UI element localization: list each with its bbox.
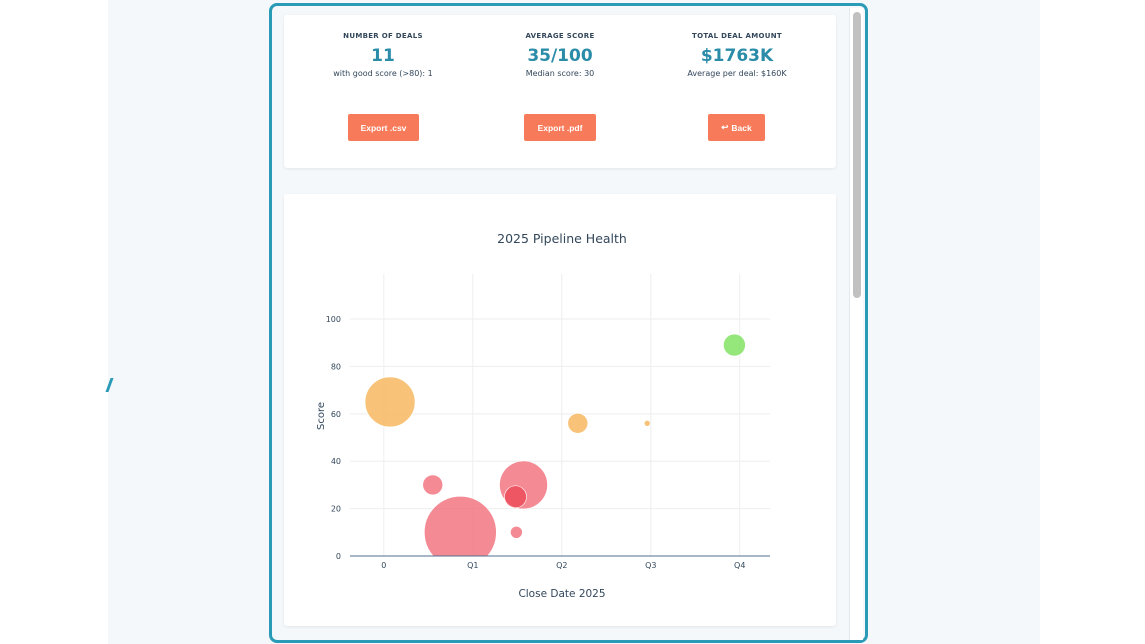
kpi-value: $1763K	[700, 46, 774, 66]
deal-bubble	[643, 419, 651, 427]
kpi-sub: Median score: 30	[525, 69, 595, 78]
y-tick-label: 0	[336, 552, 341, 561]
x-tick-label: 0	[381, 561, 386, 570]
chart-card: 2025 Pipeline Health 0 20 40 60 80 100 0 Q1 Q2 Q3…	[284, 194, 836, 626]
export-pdf-button[interactable]: Export .pdf	[524, 114, 596, 141]
kpi-card: NUMBER OF DEALS 11 with good score (>80)…	[284, 15, 836, 168]
deal-bubble	[364, 376, 416, 428]
y-tick-label: 60	[331, 410, 341, 419]
x-tick-label: Q4	[734, 561, 745, 570]
kpi-label: TOTAL DEAL AMOUNT	[692, 32, 782, 40]
deal-bubble	[422, 474, 444, 496]
kpi-total-deal-amount: TOTAL DEAL AMOUNT $1763K Average per dea…	[645, 15, 829, 78]
scrollbar-thumb[interactable]	[853, 12, 861, 298]
y-tick-label: 40	[331, 457, 341, 466]
bubble-group	[364, 333, 746, 556]
export-csv-button[interactable]: Export .csv	[348, 114, 419, 141]
deal-bubble	[723, 333, 746, 357]
x-tick-label: Q2	[556, 561, 567, 570]
scrollbar[interactable]	[849, 8, 863, 640]
return-arrow-icon: ↩	[721, 122, 729, 132]
x-tick-label: Q1	[467, 561, 478, 570]
chart-title: 2025 Pipeline Health	[497, 231, 627, 246]
back-label: Back	[731, 122, 752, 133]
bubble-chart: 2025 Pipeline Health 0 20 40 60 80 100 0 Q1 Q2 Q3…	[316, 231, 770, 600]
back-button[interactable]: ↩ Back	[708, 114, 765, 141]
kpi-value: 35/100	[527, 46, 593, 66]
kpi-sub: with good score (>80): 1	[333, 69, 433, 78]
kpi-label: NUMBER OF DEALS	[343, 32, 423, 40]
kpi-number-of-deals: NUMBER OF DEALS 11 with good score (>80)…	[291, 15, 475, 78]
y-axis-label: Score	[316, 402, 327, 430]
kpi-average-score: AVERAGE SCORE 35/100 Median score: 30	[468, 15, 652, 78]
kpi-sub: Average per deal: $160K	[687, 69, 787, 78]
kpi-value: 11	[371, 46, 395, 66]
x-tick-label: Q3	[645, 561, 656, 570]
deal-bubble	[504, 485, 527, 509]
y-tick-label: 100	[326, 315, 341, 324]
kpi-label: AVERAGE SCORE	[525, 32, 595, 40]
deal-bubble	[424, 496, 497, 556]
deal-bubble	[567, 412, 589, 434]
deal-bubble	[510, 526, 523, 539]
y-tick-label: 80	[331, 362, 341, 371]
y-tick-label: 20	[331, 505, 341, 514]
x-axis-label: Close Date 2025	[518, 588, 605, 600]
